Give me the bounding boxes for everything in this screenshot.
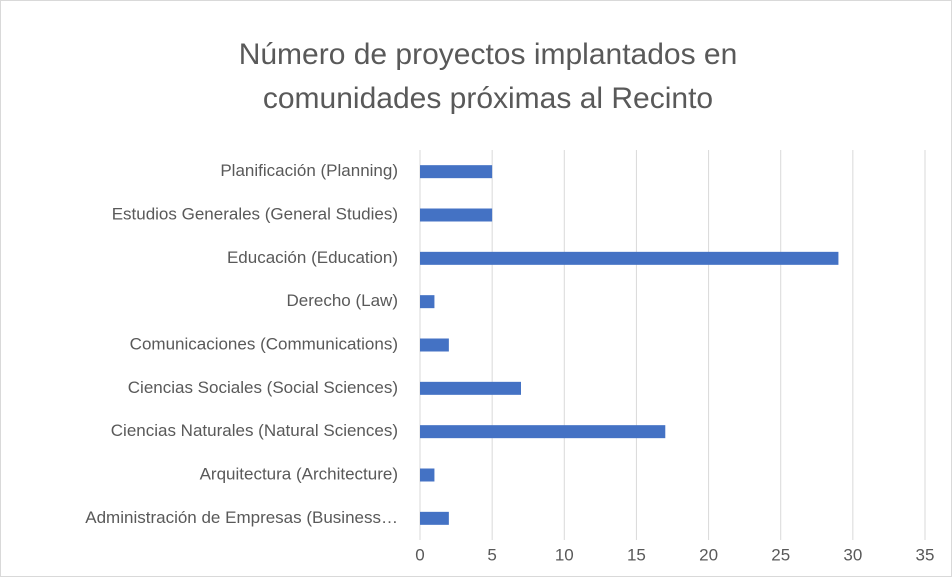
bar bbox=[420, 468, 435, 482]
bar bbox=[420, 165, 493, 179]
bar bbox=[420, 425, 666, 439]
bar bbox=[420, 251, 839, 265]
y-tick-label: Estudios Generales (General Studies) bbox=[112, 204, 398, 223]
chart-title: Número de proyectos implantados en bbox=[239, 38, 738, 71]
y-tick-label: Educación (Education) bbox=[227, 248, 398, 267]
bar bbox=[420, 511, 449, 525]
y-tick-label: Ciencias Naturales (Natural Sciences) bbox=[111, 421, 398, 440]
x-tick-label: 0 bbox=[415, 545, 424, 564]
chart-title: comunidades próximas al Recinto bbox=[263, 82, 713, 115]
x-tick-label: 10 bbox=[555, 545, 574, 564]
y-tick-label: Arquitectura (Architecture) bbox=[200, 464, 398, 483]
y-tick-label: Derecho (Law) bbox=[287, 291, 399, 310]
x-tick-label: 5 bbox=[487, 545, 496, 564]
bar bbox=[420, 338, 449, 352]
x-tick-label: 15 bbox=[627, 545, 646, 564]
bar bbox=[420, 381, 521, 395]
bar bbox=[420, 295, 435, 309]
y-tick-label: Administración de Empresas (Business… bbox=[85, 508, 398, 527]
y-tick-label: Ciencias Sociales (Social Sciences) bbox=[128, 378, 398, 397]
x-tick-label: 35 bbox=[916, 545, 935, 564]
y-tick-label: Comunicaciones (Communications) bbox=[130, 334, 398, 353]
bar bbox=[420, 208, 493, 222]
y-tick-label: Planificación (Planning) bbox=[220, 161, 398, 180]
x-tick-label: 30 bbox=[843, 545, 862, 564]
x-tick-label: 20 bbox=[699, 545, 718, 564]
x-tick-label: 25 bbox=[771, 545, 790, 564]
